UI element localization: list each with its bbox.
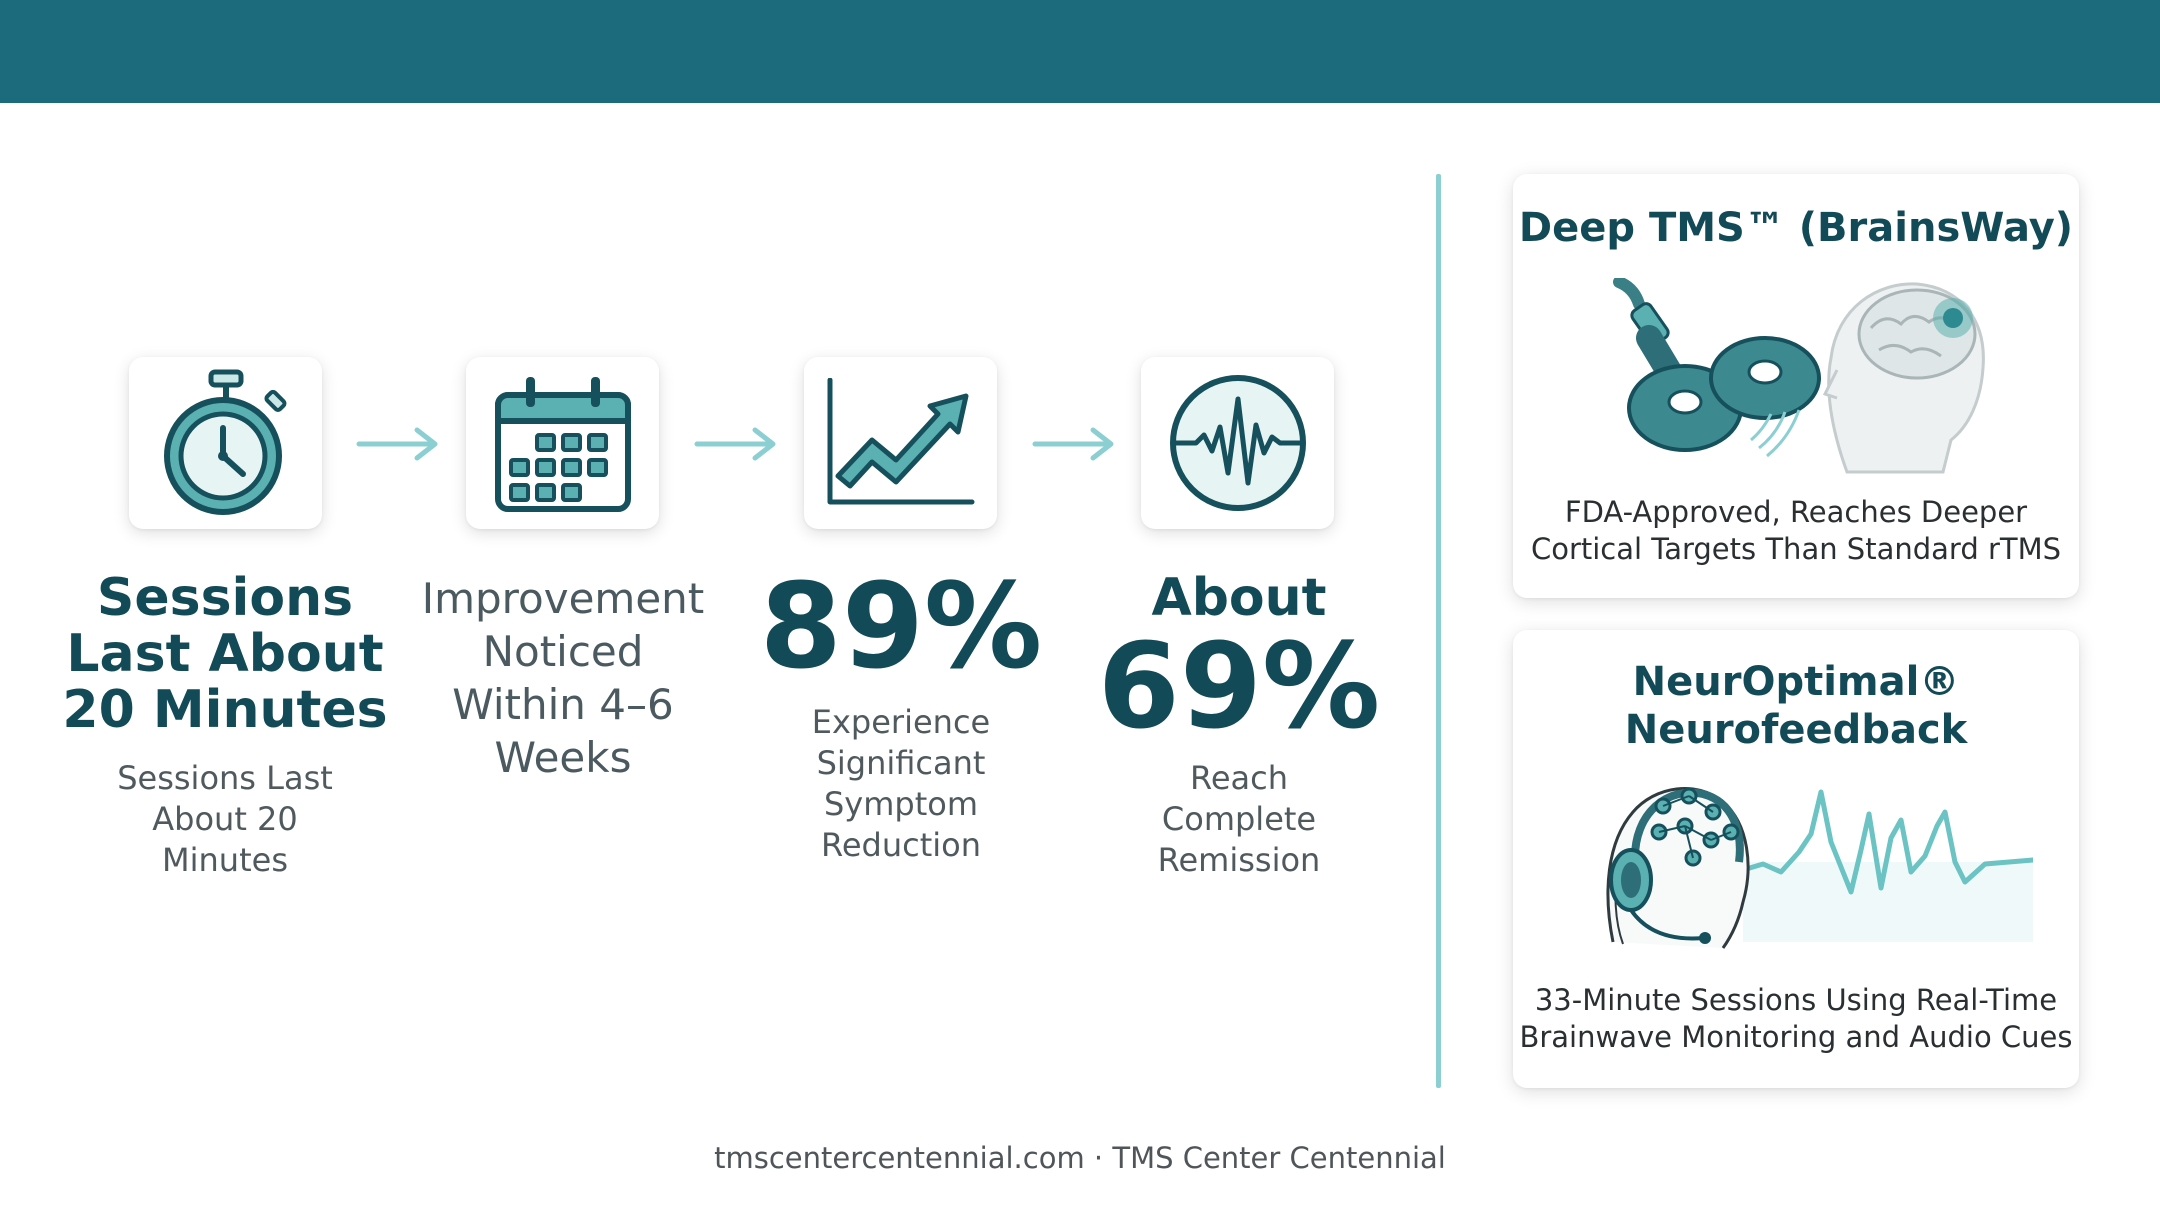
brainwave-card <box>1141 357 1334 529</box>
step-sessions-heading: Sessions Last About 20 Minutes <box>62 568 388 740</box>
step-sessions-text: Sessions Last About 20 Minutes Sessions … <box>60 570 390 881</box>
stat-69-percent: 69% <box>1097 617 1381 755</box>
arrow-right-icon <box>1032 427 1114 461</box>
deep-tms-title: Deep TMS™ (BrainsWay) <box>1518 205 2074 251</box>
step-reduction-sub: Experience Significant Symptom Reduction <box>811 703 991 864</box>
stopwatch-card <box>129 357 322 529</box>
footer-text: tmscentercentennial.com · TMS Center Cen… <box>714 1141 1446 1175</box>
step-improvement-heading: Improvement Noticed Within 4–6 Weeks <box>421 574 705 782</box>
deep-tms-panel: Deep TMS™ (BrainsWay) FDA-Approved, Reac… <box>1513 174 2079 598</box>
stat-about-label: About <box>1151 568 1327 628</box>
arrow-right-icon <box>356 427 438 461</box>
calendar-card <box>466 357 659 529</box>
step-remission-sub: Reach Complete Remission <box>1157 759 1321 879</box>
stopwatch-icon <box>163 369 286 515</box>
stat-89-percent: 89% <box>759 557 1043 695</box>
step-sessions-sub: Sessions Last About 20 Minutes <box>117 759 333 879</box>
section-divider <box>1436 174 1441 1088</box>
arrow-right-icon <box>694 427 776 461</box>
step-improvement-text: Improvement Noticed Within 4–6 Weeks <box>398 572 728 784</box>
step-remission-text: About 69% Reach Complete Remission <box>1074 570 1404 881</box>
header-bar <box>0 0 2160 103</box>
neurofeedback-wave-illustration <box>1740 789 2033 942</box>
brainwave-icon <box>1169 375 1306 511</box>
neuroptimal-title: NeurOptimal® Neurofeedback <box>1624 659 1968 753</box>
neuroptimal-desc: 33-Minute Sessions Using Real-Time Brain… <box>1519 983 2073 1054</box>
neurofeedback-headset-illustration <box>1606 787 1750 949</box>
deep-tms-desc: FDA-Approved, Reaches Deeper Cortical Ta… <box>1530 495 2062 566</box>
calendar-icon <box>494 377 631 512</box>
step-reduction-text: 89% Experience Significant Symptom Reduc… <box>736 566 1066 866</box>
trend-card <box>804 357 997 529</box>
trend-chart-icon <box>827 378 974 505</box>
neuroptimal-panel: NeurOptimal® Neurofeedback <box>1513 630 2079 1088</box>
tms-coil-head-illustration <box>1613 278 1985 474</box>
